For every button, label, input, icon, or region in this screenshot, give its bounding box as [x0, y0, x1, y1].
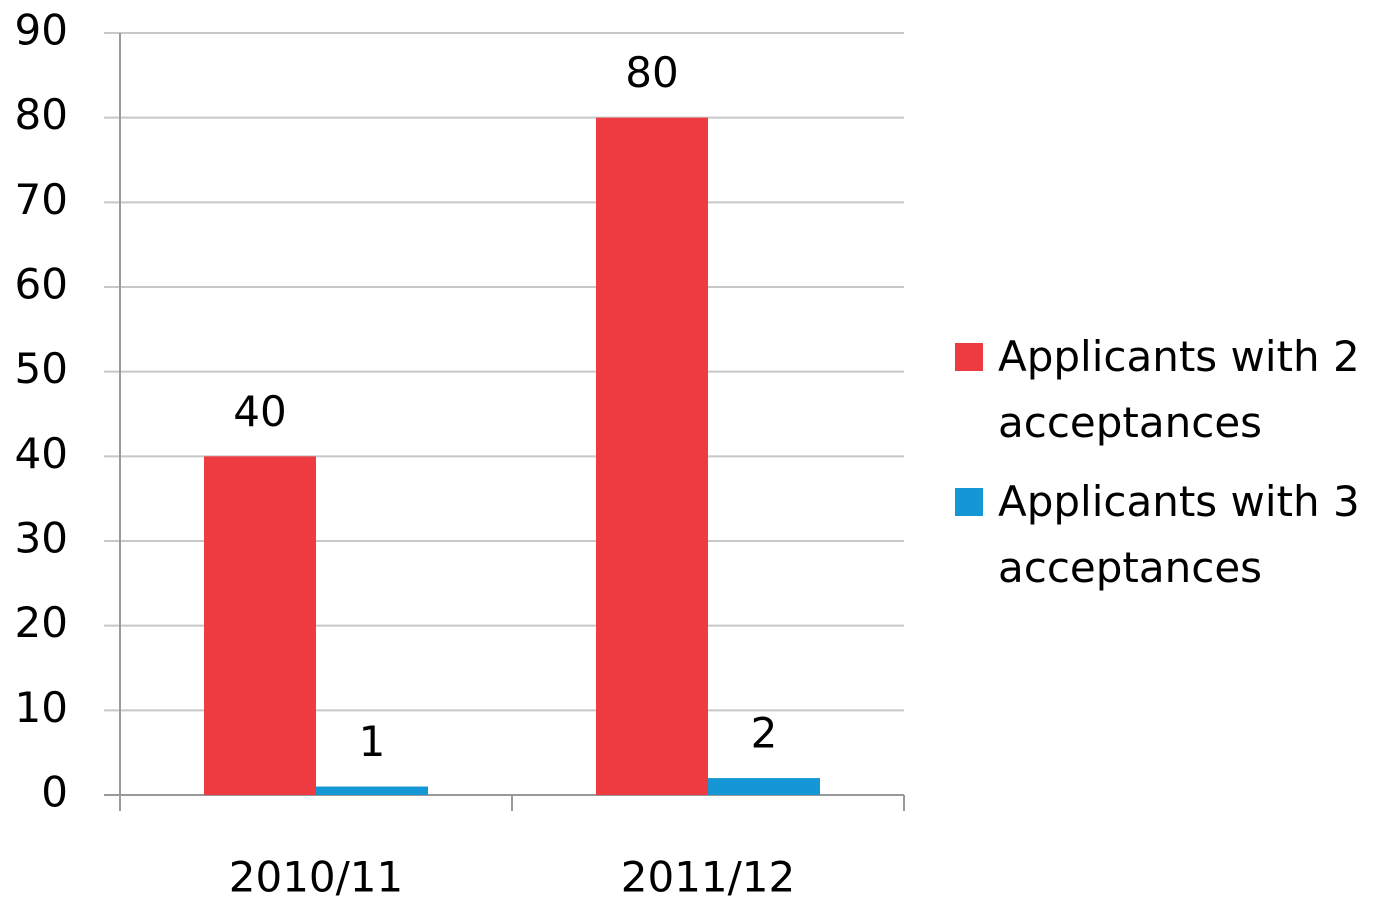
- bar: [316, 786, 428, 795]
- y-tick-label: 0: [41, 768, 68, 817]
- legend-swatch: [955, 343, 983, 371]
- y-tick-label: 40: [15, 429, 68, 478]
- legend-label: Applicants with 2 acceptances: [998, 332, 1360, 447]
- y-tick-label: 70: [15, 175, 68, 224]
- data-label: 2: [751, 709, 778, 758]
- data-label: 40: [233, 387, 286, 436]
- legend-label: Applicants with 3 acceptances: [998, 477, 1360, 592]
- data-label: 1: [359, 717, 386, 766]
- y-tick-label: 60: [15, 260, 68, 309]
- bar: [204, 456, 316, 795]
- y-tick-label: 80: [15, 90, 68, 139]
- data-label: 80: [625, 48, 678, 97]
- y-tick-label: 90: [15, 6, 68, 55]
- bar: [596, 117, 708, 795]
- x-tick-label: 2011/12: [621, 853, 795, 902]
- x-tick-label: 2010/11: [229, 853, 403, 902]
- legend-swatch: [955, 488, 983, 516]
- y-tick-label: 10: [15, 683, 68, 732]
- bar: [708, 778, 820, 795]
- y-tick-label: 20: [15, 598, 68, 647]
- y-tick-label: 50: [15, 344, 68, 393]
- y-tick-label: 30: [15, 514, 68, 563]
